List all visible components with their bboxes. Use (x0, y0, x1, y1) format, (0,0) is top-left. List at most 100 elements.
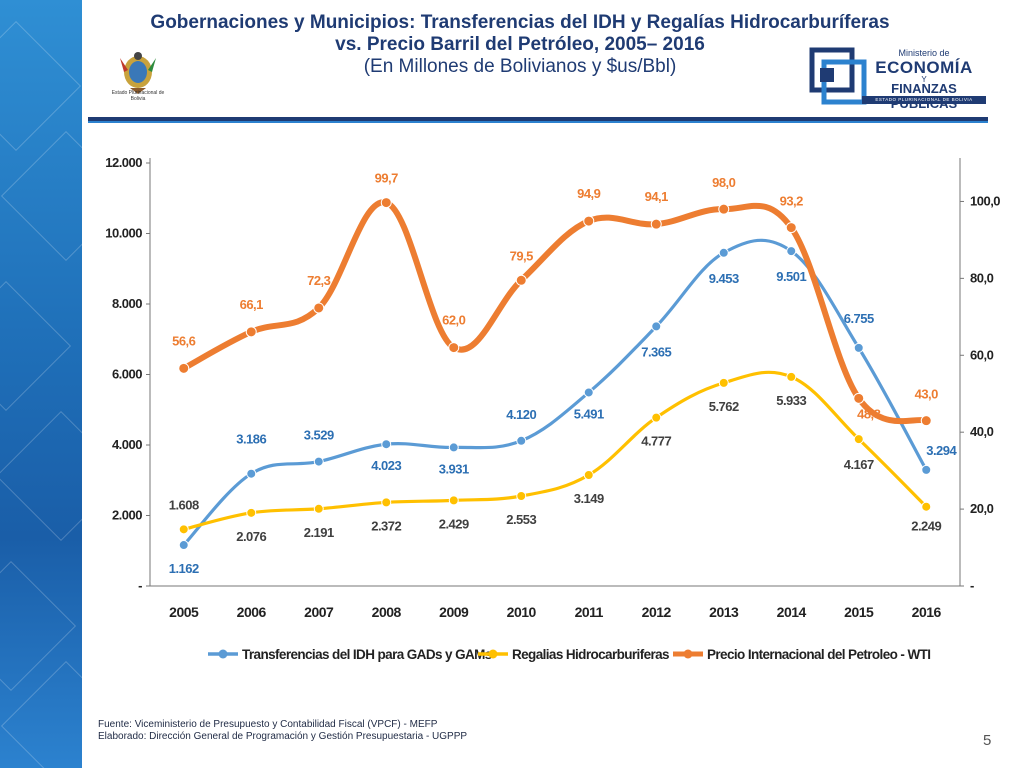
series-3-data-label: 93,2 (780, 194, 804, 209)
series-3-point (718, 203, 730, 215)
series-2-point (921, 501, 932, 512)
series-3-point (515, 274, 527, 286)
x-axis-tick-label: 2008 (372, 604, 402, 620)
left-axis-tick-label: 2.000 (112, 508, 142, 523)
series-3-data-label: 98,0 (712, 175, 736, 190)
line-chart: - 2.000 4.000 6.000 8.000 10.000 12.000 - 20,0 40… (105, 155, 1000, 662)
x-axis-tick-label: 2011 (575, 604, 604, 620)
series-2-data-label: 1.608 (169, 497, 199, 512)
x-axis-tick-label: 2010 (507, 604, 537, 620)
band-diamond (0, 410, 82, 542)
left-axis-tick-label: 12.000 (105, 155, 142, 170)
series-2-point (448, 495, 459, 506)
x-axis-tick-label: 2012 (642, 604, 672, 620)
left-decorative-band (0, 0, 82, 768)
series-1-point (313, 456, 324, 467)
legend-entry-label: Transferencias del IDH para GADs y GAMs (242, 647, 492, 662)
series-2-data-label: 4.777 (641, 434, 671, 449)
series-1-point (583, 387, 594, 398)
legend-swatch-marker (488, 649, 498, 659)
series-3-point (245, 326, 257, 338)
series-3-data-label: 48,8 (857, 406, 881, 421)
series-1-point (448, 442, 459, 453)
series-2-point (583, 469, 594, 480)
legend-swatch-marker (683, 649, 693, 659)
band-diamond (0, 130, 82, 262)
x-axis-tick-label: 2009 (439, 604, 469, 620)
bolivia-seal-logo (120, 52, 156, 94)
series-2-data-label: 2.372 (371, 518, 401, 533)
left-axis-tick-label: 8.000 (112, 296, 142, 311)
series-1-data-label: 9.501 (776, 269, 806, 284)
series-3-data-label: 43,0 (915, 387, 939, 402)
legend-entry-label: Precio Internacional del Petroleo - WTI (707, 647, 930, 662)
series-1-point (718, 247, 729, 258)
seal-caption: Estado Plurinacional de Bolivia (111, 90, 165, 102)
page-number: 5 (983, 732, 992, 749)
ministry-y-text: Y (921, 75, 927, 84)
series-3-data-label: 94,1 (645, 189, 669, 204)
series-3-point (448, 342, 460, 354)
right-axis-tick-label: - (970, 578, 974, 593)
series-3-point (380, 197, 392, 209)
series-1-point (853, 342, 864, 353)
series-2-point (853, 434, 864, 445)
legend-swatch-marker (218, 649, 228, 659)
left-axis-tick-label: - (138, 578, 142, 593)
right-axis-tick-label: 40,0 (970, 424, 994, 439)
band-diamond (0, 20, 82, 152)
series-1-data-label: 3.931 (439, 461, 469, 476)
series-2-data-label: 5.933 (776, 393, 806, 408)
series-2-data-label: 2.249 (911, 519, 941, 534)
series-3-data-label: 94,9 (577, 186, 601, 201)
series-2-data-label: 2.191 (304, 525, 334, 540)
series-1-data-label: 3.529 (304, 428, 334, 443)
ministry-band-text: ESTADO PLURINACIONAL DE BOLIVIA (862, 96, 986, 104)
series-2-point (178, 524, 189, 535)
title-line-2: vs. Precio Barril del Petróleo, 2005– 20… (335, 34, 705, 55)
ministry-logo (809, 47, 867, 105)
left-axis-tick-label: 10.000 (105, 226, 142, 241)
series-3-point (583, 215, 595, 227)
series-1-point (921, 464, 932, 475)
series-3-data-label: 56,6 (172, 333, 196, 348)
series-2-data-label: 4.167 (844, 457, 874, 472)
series-line-3 (180, 199, 930, 425)
x-axis-tick-label: 2014 (777, 604, 807, 620)
series-1-data-label: 7.365 (641, 344, 671, 359)
series-2-data-label: 5.762 (709, 399, 739, 414)
series-1-point (651, 321, 662, 332)
title-line-3: (En Millones de Bolivianos y $us/Bbl) (363, 56, 677, 77)
series-1-data-label: 3.186 (236, 432, 266, 447)
right-axis-tick-label: 20,0 (970, 501, 994, 516)
series-3-data-label: 66,1 (240, 297, 264, 312)
left-axis-tick-label: 4.000 (112, 437, 142, 452)
series-1-point (381, 439, 392, 450)
series-3-point (650, 218, 662, 230)
x-axis-tick-label: 2007 (304, 604, 334, 620)
series-2-point (786, 371, 797, 382)
right-axis-tick-label: 100,0 (970, 193, 1000, 208)
series-3-point (785, 222, 797, 234)
series-3-point (178, 362, 190, 374)
series-2-point (381, 497, 392, 508)
series-1-data-label: 4.023 (371, 458, 401, 473)
right-axis-tick-label: 60,0 (970, 347, 994, 362)
left-axis-tick-label: 6.000 (112, 367, 142, 382)
series-2-point (718, 377, 729, 388)
series-3-point (313, 302, 325, 314)
series-1-point (516, 435, 527, 446)
series-3-point (920, 415, 932, 427)
footer-prepared: Elaborado: Dirección General de Programa… (98, 731, 468, 742)
title-line-1: Gobernaciones y Municipios: Transferenci… (150, 12, 890, 33)
series-1-data-label: 9.453 (709, 271, 739, 286)
x-axis-tick-label: 2015 (844, 604, 874, 620)
series-1-data-label: 6.755 (844, 311, 874, 326)
band-diamond (0, 280, 72, 412)
x-axis-tick-label: 2006 (237, 604, 267, 620)
series-2-point (651, 412, 662, 423)
series-2-point (246, 507, 257, 518)
legend-entry-label: Regalias Hidrocarburiferas (512, 647, 669, 662)
series-2-data-label: 2.076 (236, 529, 266, 544)
series-3-point (853, 392, 865, 404)
